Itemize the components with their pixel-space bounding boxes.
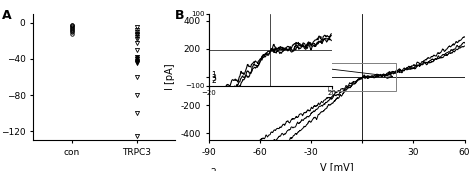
X-axis label: V [mV]: V [mV] — [320, 162, 353, 171]
Text: B: B — [175, 9, 185, 22]
Text: A: A — [2, 9, 11, 22]
Text: 3: 3 — [211, 74, 217, 83]
Bar — [328, 63, 396, 91]
Y-axis label: I [pA]: I [pA] — [165, 64, 175, 90]
Text: 2: 2 — [211, 76, 217, 85]
Text: 2: 2 — [210, 168, 216, 171]
Text: 1: 1 — [211, 71, 217, 80]
